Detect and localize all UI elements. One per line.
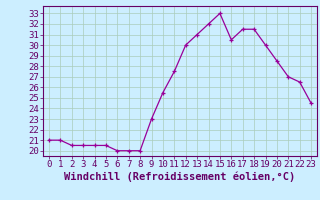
X-axis label: Windchill (Refroidissement éolien,°C): Windchill (Refroidissement éolien,°C)	[64, 172, 296, 182]
